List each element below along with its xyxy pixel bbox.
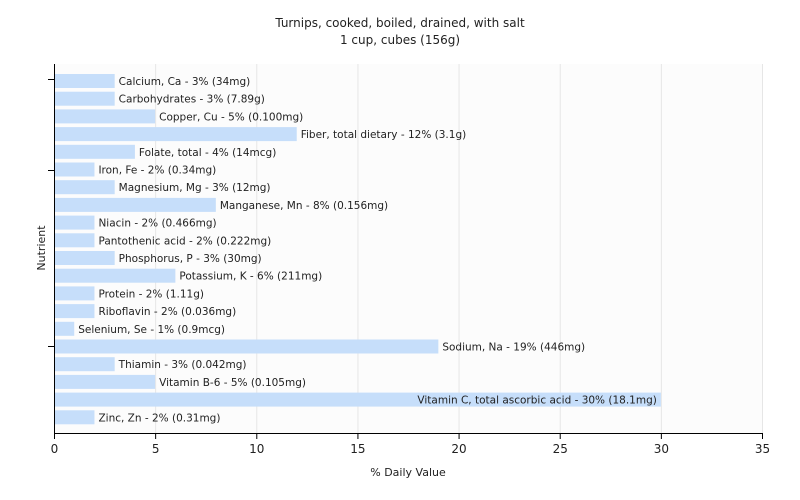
x-tick-label: 35: [755, 442, 770, 456]
bar: [55, 127, 297, 142]
bar-label: Niacin - 2% (0.466mg): [98, 218, 216, 230]
bar: [55, 251, 115, 265]
x-tick-label: 30: [654, 442, 669, 456]
x-tick-label: 25: [553, 442, 568, 456]
bars-group: [55, 74, 661, 425]
bar: [55, 357, 115, 372]
bar: [55, 197, 216, 212]
x-tick-label: 5: [152, 442, 160, 456]
bar-label: Calcium, Ca - 3% (34mg): [119, 76, 251, 88]
bar: [55, 215, 95, 230]
bar: [55, 109, 156, 124]
bar-label: Folate, total - 4% (14mcg): [139, 147, 276, 159]
x-axis-title: % Daily Value: [370, 466, 446, 479]
bar: [55, 321, 75, 336]
axes-group: 0 5 10 15 20 25 30 35: [48, 64, 770, 456]
x-tick-label: 0: [51, 442, 59, 456]
chart-subtitle: 1 cup, cubes (156g): [340, 33, 460, 47]
bar-label: Zinc, Zn - 2% (0.31mg): [98, 412, 220, 424]
bar-label: Sodium, Na - 19% (446mg): [442, 342, 585, 354]
bar-label: Magnesium, Mg - 3% (12mg): [119, 182, 271, 194]
bar-label: Fiber, total dietary - 12% (3.1g): [301, 129, 466, 141]
bar-label: Pantothenic acid - 2% (0.222mg): [98, 235, 271, 247]
y-axis-title: Nutrient: [35, 225, 48, 271]
bar: [55, 339, 439, 354]
bar: [55, 304, 95, 319]
bar: [55, 162, 95, 177]
bar-label: Carbohydrates - 3% (7.89g): [119, 94, 265, 106]
chart-title: Turnips, cooked, boiled, drained, with s…: [274, 16, 525, 30]
bar-label: Vitamin B-6 - 5% (0.105mg): [159, 377, 306, 389]
bar: [55, 410, 95, 425]
bar: [55, 268, 176, 283]
bar-labels-group: Calcium, Ca - 3% (34mg) Carbohydrates - 3…: [78, 76, 657, 424]
bar-label: Copper, Cu - 5% (0.100mg): [159, 111, 303, 123]
bar-label: Thiamin - 3% (0.042mg): [118, 359, 247, 371]
bar-label: Phosphorus, P - 3% (30mg): [119, 253, 262, 265]
bar-label: Potassium, K - 6% (211mg): [179, 271, 322, 283]
bar: [55, 374, 156, 389]
bar: [55, 91, 115, 106]
bar-label: Iron, Fe - 2% (0.34mg): [98, 165, 216, 177]
bar: [55, 144, 135, 159]
bar-label: Riboflavin - 2% (0.036mg): [98, 306, 236, 318]
plot-area: [54, 64, 762, 433]
bar-label: Vitamin C, total ascorbic acid - 30% (18…: [417, 395, 656, 407]
bar: [55, 286, 95, 301]
x-tick-label: 20: [451, 442, 466, 456]
x-tick-label: 10: [249, 442, 264, 456]
grid-lines: [155, 64, 763, 433]
bar-label: Selenium, Se - 1% (0.9mcg): [78, 324, 225, 336]
bar-label: Protein - 2% (1.11g): [98, 288, 204, 300]
x-tick-label: 15: [350, 442, 365, 456]
bar: [55, 74, 115, 88]
bar: [55, 180, 115, 195]
bar: [55, 392, 661, 407]
bar: [55, 233, 95, 248]
bar-label: Manganese, Mn - 8% (0.156mg): [220, 200, 388, 212]
